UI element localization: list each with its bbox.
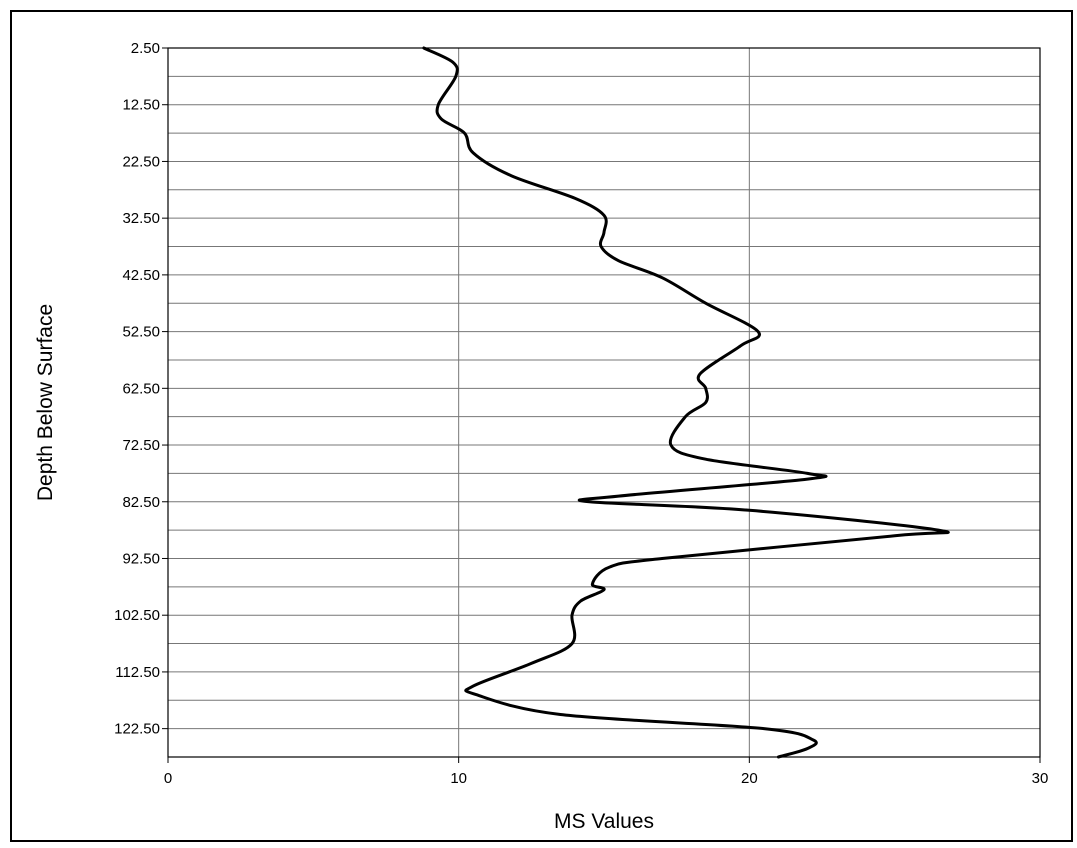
y-axis-title: Depth Below Surface <box>34 304 57 501</box>
x-tick-label: 30 <box>1032 770 1049 787</box>
y-tick-label: 12.50 <box>122 97 160 114</box>
chart-frame <box>10 10 1073 842</box>
y-tick-label: 62.50 <box>122 380 160 397</box>
y-tick-label: 82.50 <box>122 494 160 511</box>
y-tick-label: 42.50 <box>122 267 160 284</box>
y-tick-label: 122.50 <box>114 721 160 738</box>
series-line <box>422 46 950 759</box>
y-tick-label: 52.50 <box>122 324 160 341</box>
y-tick-label: 112.50 <box>115 664 160 681</box>
plot-area <box>167 47 1041 758</box>
y-tick-label: 92.50 <box>122 550 160 567</box>
y-tick-label: 102.50 <box>114 607 160 624</box>
y-tick-label: 22.50 <box>122 153 160 170</box>
x-axis-ticks: 0 10 20 30 <box>164 757 1049 787</box>
x-tick-label: 10 <box>450 770 467 787</box>
y-tick-label: 2.50 <box>131 40 160 57</box>
y-tick-label: 72.50 <box>122 437 160 454</box>
x-tick-label: 20 <box>741 770 758 787</box>
y-axis-ticks: 2.50 12.50 22.50 32.50 42.50 52.50 62.50 72.50 8… <box>114 40 168 738</box>
grid <box>167 47 1041 758</box>
x-tick-label: 0 <box>164 770 172 787</box>
y-tick-label: 32.50 <box>122 210 160 227</box>
x-axis-title: MS Values <box>554 810 654 833</box>
